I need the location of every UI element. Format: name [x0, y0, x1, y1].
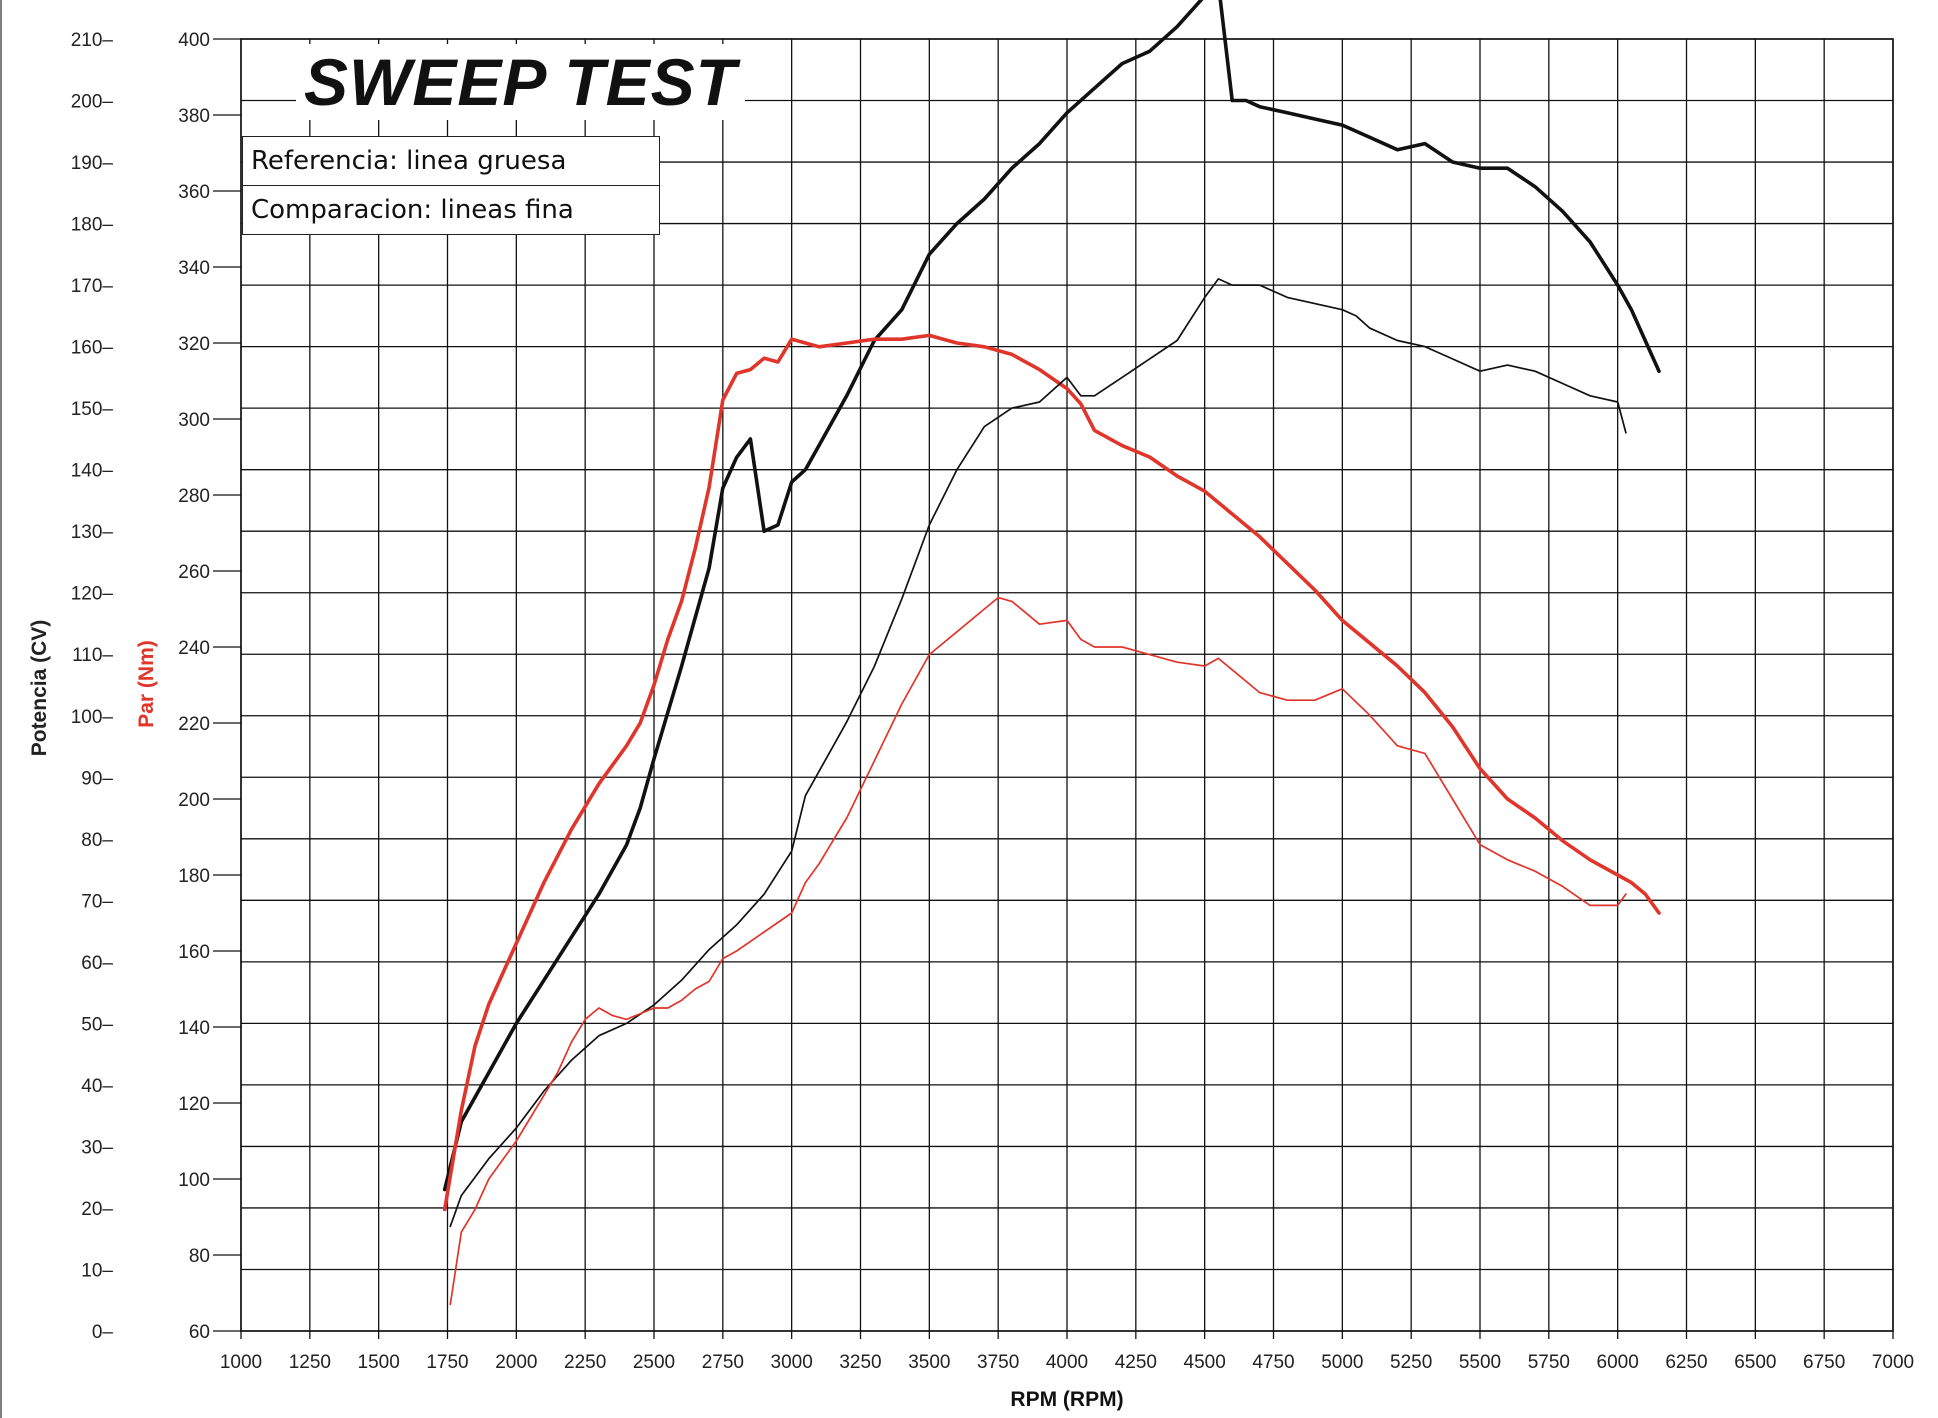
torque-tick-label: 380: [178, 106, 210, 127]
x-tick-label: 1000: [220, 1352, 262, 1373]
power-tick-label: 30–: [81, 1137, 113, 1158]
torque-comparison-line: [449, 596, 1627, 1306]
series-layer: [442, 0, 1661, 1306]
torque-tick-label: 360: [178, 182, 210, 203]
x-tick-label: 5250: [1390, 1352, 1432, 1373]
power-tick-label: 170–: [71, 276, 114, 297]
x-tick-label: 2250: [564, 1352, 606, 1373]
power-tick-label: 60–: [81, 953, 113, 974]
power-tick-label: 70–: [81, 891, 113, 912]
x-tick-label: 6750: [1803, 1352, 1845, 1373]
torque-tick-label: 180: [178, 866, 210, 887]
torque-tick-label: 340: [178, 258, 210, 279]
torque-axis-label: Par (Nm): [135, 640, 158, 728]
x-tick-label: 2000: [495, 1352, 537, 1373]
x-tick-label: 1250: [289, 1352, 331, 1373]
power-tick-label: 200–: [71, 92, 114, 113]
x-tick-label: 1750: [426, 1352, 468, 1373]
power-tick-label: 50–: [81, 1014, 113, 1035]
x-tick-label: 2500: [633, 1352, 675, 1373]
x-tick-label: 6000: [1597, 1352, 1639, 1373]
torque-tick-label: 160: [178, 942, 210, 963]
torque-tick-label: 260: [178, 562, 210, 583]
power-tick-label: 190–: [71, 153, 114, 174]
x-tick-label: 5750: [1528, 1352, 1570, 1373]
torque-tick-label: 320: [178, 334, 210, 355]
torque-tick-label: 120: [178, 1094, 210, 1115]
torque-tick-label: 400: [178, 30, 210, 51]
power-tick-label: 20–: [81, 1199, 113, 1220]
power-tick-label: 40–: [81, 1076, 113, 1097]
power-tick-label: 0–: [92, 1322, 114, 1343]
power-tick-label: 130–: [71, 522, 114, 543]
torque-tick-label: 200: [178, 790, 210, 811]
plot-frame: [240, 38, 1894, 1332]
x-tick-label: 4000: [1046, 1352, 1088, 1373]
x-tick-label: 4500: [1184, 1352, 1226, 1373]
power-axis-label: Potencia (CV): [28, 620, 51, 757]
power-tick-label: 110–: [72, 645, 113, 666]
x-tick-label: 4250: [1115, 1352, 1157, 1373]
torque-tick-label: 100: [178, 1170, 210, 1191]
power-comparison-line: [449, 278, 1627, 1228]
power-tick-label: 150–: [71, 399, 114, 420]
x-tick-label: 4750: [1252, 1352, 1294, 1373]
power-tick-label: 80–: [81, 830, 113, 851]
x-axis-title: RPM (RPM): [1010, 1388, 1123, 1411]
torque-tick-label: 220: [178, 714, 210, 735]
legend-reference: Referencia: linea gruesa: [242, 136, 660, 186]
power-tick-label: 10–: [81, 1260, 113, 1281]
legend-comparison: Comparacion: lineas fina: [242, 185, 660, 235]
power-tick-label: 140–: [71, 461, 114, 482]
torque-tick-label: 300: [178, 410, 210, 431]
x-tick-label: 6250: [1665, 1352, 1707, 1373]
x-tick-label: 1500: [358, 1352, 400, 1373]
power-tick-label: 160–: [71, 338, 114, 359]
torque-tick-label: 60: [189, 1322, 210, 1343]
x-tick-label: 7000: [1872, 1352, 1914, 1373]
power-reference-line: [442, 0, 1661, 1192]
x-tick-label: 5500: [1459, 1352, 1501, 1373]
torque-reference-line: [442, 333, 1661, 1212]
power-tick-label: 90–: [81, 768, 113, 789]
x-tick-label: 2750: [702, 1352, 744, 1373]
torque-tick-label: 280: [178, 486, 210, 507]
x-tick-label: 3750: [977, 1352, 1019, 1373]
power-tick-label: 120–: [71, 584, 114, 605]
torque-tick-label: 140: [178, 1018, 210, 1039]
x-tick-label: 3500: [908, 1352, 950, 1373]
power-tick-label: 210–: [71, 30, 114, 51]
x-tick-label: 5000: [1321, 1352, 1363, 1373]
x-tick-label: 3250: [839, 1352, 881, 1373]
power-tick-label: 100–: [71, 707, 114, 728]
x-tick-label: 3000: [771, 1352, 813, 1373]
torque-tick-label: 240: [178, 638, 210, 659]
power-tick-label: 180–: [71, 215, 114, 236]
chart-title: SWEEP TEST: [296, 44, 745, 120]
x-tick-label: 6500: [1734, 1352, 1776, 1373]
torque-tick-label: 80: [189, 1246, 210, 1267]
